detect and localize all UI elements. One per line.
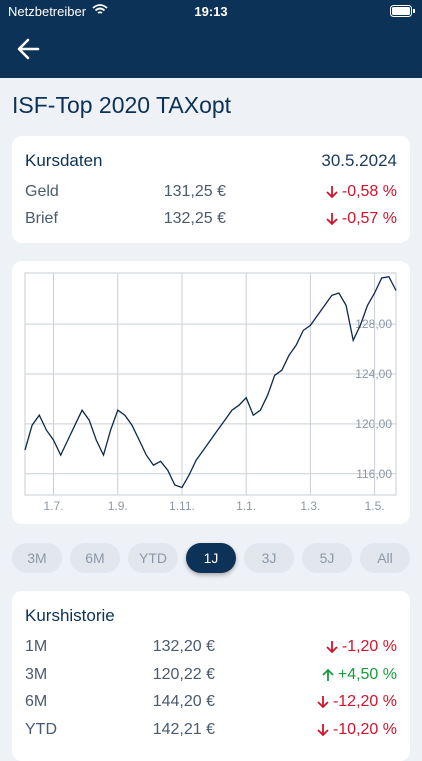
plot-border <box>24 272 397 496</box>
arrow-down <box>326 186 338 199</box>
change: -12,20 % <box>317 693 397 711</box>
price: 142,21 € <box>152 720 215 738</box>
change-value: -12,20 % <box>332 693 397 710</box>
arrow-down <box>326 641 338 654</box>
arrow-down <box>326 213 338 226</box>
chart-card: 116,00 120,00 124,00 128,00 1.7. 1.9. 1.11. 1.1… <box>12 261 410 524</box>
change: -10,20 % <box>317 721 397 739</box>
y-tick-label: 120,00 <box>355 417 392 431</box>
x-tick-label: 1.1. <box>236 499 256 513</box>
arrow <box>326 641 338 654</box>
header-bar: Netzbetreiber 19:13 <box>0 0 422 78</box>
clock: 19:13 <box>194 4 228 19</box>
change: +4,50 % <box>322 666 397 684</box>
change-value: -10,20 % <box>332 720 397 738</box>
x-tick-label: 1.11. <box>169 499 195 513</box>
row-label: YTD <box>25 720 57 738</box>
row: YTD 142,21 € -10,20 % <box>12 718 410 742</box>
row: 6M 144,20 € -12,20 % <box>12 690 410 714</box>
y-tick-label: 124,00 <box>355 367 392 381</box>
change: -0,58 % <box>326 183 397 201</box>
x-tick-label: 1.9. <box>108 499 128 513</box>
row: 3M 120,22 € +4,50 % <box>12 663 410 687</box>
row-label: 1M <box>25 638 48 655</box>
price-line <box>24 275 397 489</box>
range-button[interactable]: YTD <box>128 543 178 573</box>
range-button[interactable]: 5J <box>302 543 352 573</box>
price: 132,25 € <box>163 210 226 227</box>
x-tick-label: 1.7. <box>44 499 64 513</box>
arrow-down <box>317 696 329 709</box>
arrow <box>317 723 329 736</box>
range-button[interactable]: 1J <box>186 543 236 573</box>
row: Brief 132,25 € -0,57 % <box>12 207 410 231</box>
x-tick-label: 1.5. <box>365 499 385 513</box>
carrier: Netzbetreiber <box>8 4 87 19</box>
card-title: Kurshistorie <box>25 606 115 625</box>
quote-card: Kursdaten 30.5.2024 Geld 131,25 € -0,58 % B… <box>12 136 410 243</box>
change-value: -1,20 % <box>341 638 397 655</box>
quote-date: 30.5.2024 <box>321 151 397 170</box>
x-tick-label: 1.3. <box>300 499 320 513</box>
back-button[interactable] <box>16 37 40 61</box>
arrow <box>326 186 338 199</box>
change: -0,57 % <box>326 210 397 228</box>
price: 131,25 € <box>163 183 226 200</box>
arrow <box>326 213 338 226</box>
page-title: ISF-Top 2020 TAXopt <box>12 92 232 118</box>
change: -1,20 % <box>326 638 397 656</box>
range-button[interactable]: 6M <box>70 543 120 573</box>
card-title: Kursdaten <box>25 151 103 170</box>
y-tick-label: 128,00 <box>355 317 392 331</box>
arrow <box>317 696 329 709</box>
history-card: Kurshistorie 1M 132,20 € -1,20 % 3M 120,22 €… <box>12 591 410 761</box>
price: 120,22 € <box>152 665 215 683</box>
change-value: -0,58 % <box>341 183 397 200</box>
row-label: Geld <box>25 183 59 200</box>
price: 144,20 € <box>152 693 215 710</box>
row-label: Brief <box>25 210 58 227</box>
range-button[interactable]: 3M <box>12 543 62 573</box>
range-button[interactable]: All <box>360 543 410 573</box>
row-label: 3M <box>25 665 48 683</box>
wifi-icon <box>92 4 108 14</box>
row: Geld 131,25 € -0,58 % <box>12 180 410 204</box>
row: 1M 132,20 € -1,20 % <box>12 635 410 659</box>
battery-icon <box>390 5 415 17</box>
change-value: -0,57 % <box>341 210 397 227</box>
price: 132,20 € <box>152 638 215 655</box>
change-value: +4,50 % <box>337 665 397 683</box>
arrow <box>322 668 334 681</box>
row-label: 6M <box>25 693 48 710</box>
arrow-down <box>317 723 329 736</box>
arrow-up <box>322 668 334 681</box>
range-button[interactable]: 3J <box>244 543 294 573</box>
